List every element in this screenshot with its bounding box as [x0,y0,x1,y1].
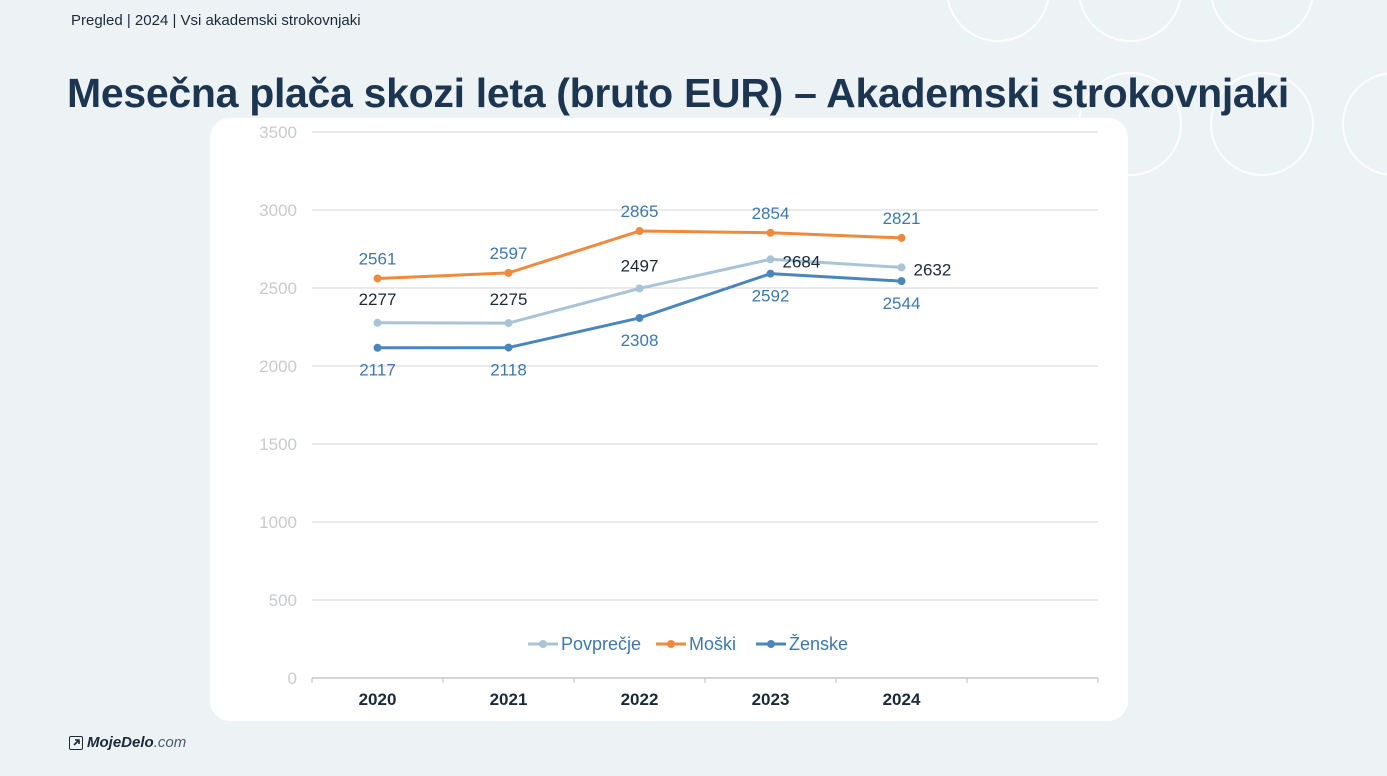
y-tick-label: 500 [269,591,297,610]
arrow-up-right-icon [69,735,83,750]
data-point [635,227,644,236]
x-tick-label: 2022 [621,690,659,709]
data-label: 2308 [621,331,659,350]
data-label: 2854 [752,204,790,223]
data-label: 2684 [783,252,821,271]
y-tick-label: 1500 [259,435,297,454]
legend-swatch-marker [667,640,675,648]
data-point [504,319,513,328]
y-tick-label: 3500 [259,123,297,142]
data-point [766,269,775,278]
data-point [766,228,775,237]
data-label: 2497 [621,256,659,275]
data-point [373,343,382,352]
legend-label: Moški [689,634,736,654]
data-point [504,343,513,352]
breadcrumb: Pregled | 2024 | Vsi akademski strokovnj… [71,12,361,29]
data-point [897,233,906,242]
data-point [373,318,382,327]
legend-label: Povprečje [561,634,641,654]
y-tick-label: 0 [288,669,297,688]
logo-tld-text: .com [153,734,187,751]
data-point [897,263,906,272]
x-tick-label: 2020 [359,690,397,709]
data-label: 2592 [752,287,790,306]
y-tick-label: 2000 [259,357,297,376]
data-label: 2561 [359,249,397,268]
data-label: 2277 [359,290,397,309]
data-point [635,284,644,293]
y-tick-label: 1000 [259,513,297,532]
data-point [373,274,382,283]
data-label: 2821 [883,209,921,228]
y-tick-label: 3000 [259,201,297,220]
line-chart: 0 500 1000 1500 2000 2500 3000 3500 2020 2021 2022… [259,123,1099,709]
data-label: 2632 [914,260,952,279]
data-point [766,255,775,264]
y-tick-label: 2500 [259,279,297,298]
legend-swatch-marker [767,640,775,648]
logo-main-text: MojeDelo [87,734,154,751]
data-point [504,268,513,277]
data-label: 2118 [490,361,527,380]
data-label: 2865 [621,202,659,221]
legend-label: Ženske [789,634,848,654]
data-point [635,313,644,322]
data-point [897,277,906,286]
legend-swatch-marker [539,640,547,648]
x-tick-label: 2021 [490,690,528,709]
x-tick-label: 2024 [883,690,921,709]
data-label: 2544 [883,294,921,313]
x-tick-label: 2023 [752,690,790,709]
data-label: 2117 [359,361,396,380]
data-label: 2597 [490,244,528,263]
page-title: Mesečna plača skozi leta (bruto EUR) – A… [67,70,1290,116]
data-label: 2275 [490,290,528,309]
mojedelo-logo: MojeDelo.com [69,734,186,751]
chart-card: 0 500 1000 1500 2000 2500 3000 3500 2020 2021 2022… [210,118,1128,721]
